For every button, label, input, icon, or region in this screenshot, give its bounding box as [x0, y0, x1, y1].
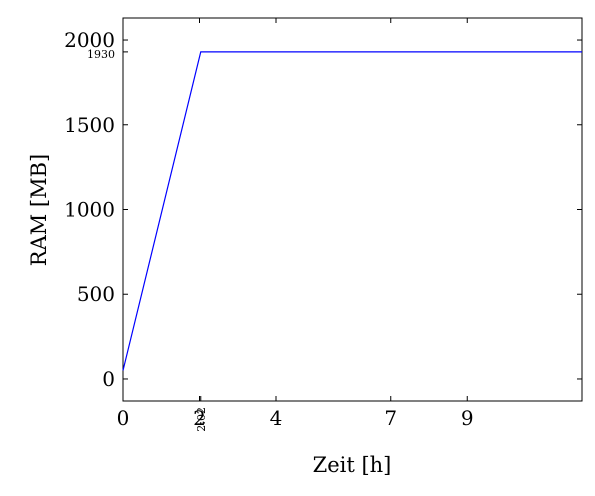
- x-axis-ticks: 0 2 4 7 9: [117, 18, 474, 430]
- plot-frame: [122, 17, 583, 402]
- y-axis-ticks: 0 500 1000 1500 2000: [64, 28, 582, 391]
- y-axis-title: RAM [MB]: [27, 154, 51, 266]
- y-tick-label: 500: [77, 282, 115, 306]
- x-annotation-label: 2:02: [195, 407, 208, 432]
- y-tick-label: 0: [102, 367, 115, 391]
- y-tick-label: 1000: [64, 198, 115, 222]
- x-tick-label: 0: [117, 406, 130, 430]
- y-annotation-label: 1930: [87, 48, 115, 61]
- series-layer: [122, 51, 582, 371]
- y-tick-label: 1500: [64, 113, 115, 137]
- x-tick-label: 4: [270, 406, 283, 430]
- axis-annotations: 2:02 1930: [87, 48, 208, 432]
- x-tick-label: 2: [193, 406, 206, 430]
- series-line-0: [122, 51, 582, 371]
- y-tick-label: 2000: [64, 28, 115, 52]
- x-tick-label: 7: [384, 406, 397, 430]
- x-axis-title: Zeit [h]: [313, 453, 392, 477]
- plot-area: [122, 17, 583, 402]
- x-tick-label: 9: [461, 406, 474, 430]
